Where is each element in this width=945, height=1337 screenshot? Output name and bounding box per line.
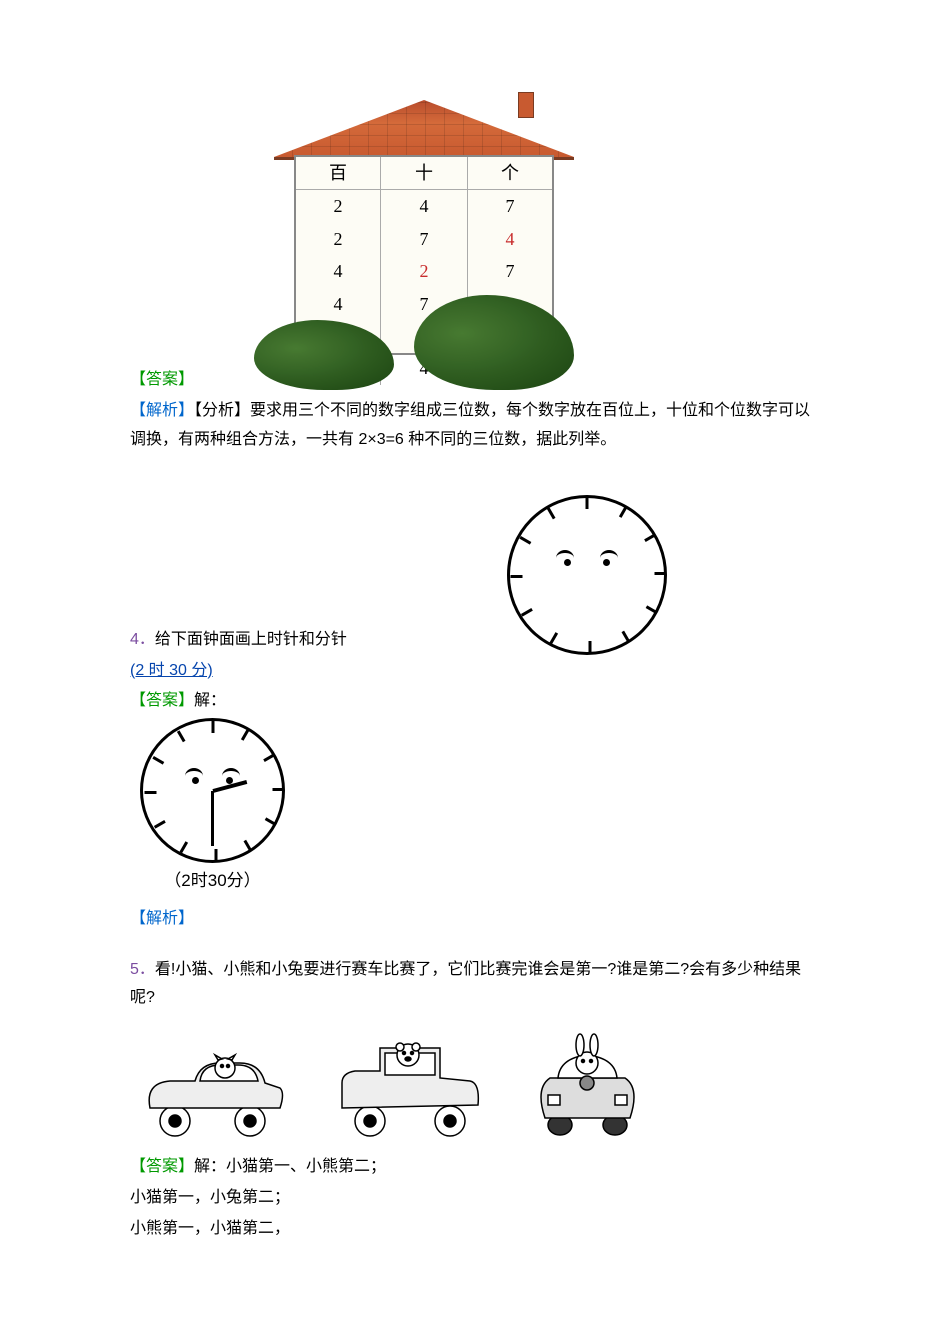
clock-blank: [507, 495, 667, 655]
time-link[interactable]: (2 时 30 分): [130, 662, 213, 679]
analysis-line: 【解析】【分析】要求用三个不同的数字组成三位数，每个数字放在百位上，十位和个位数…: [130, 397, 815, 455]
answer-label: 【答案】: [130, 692, 194, 709]
cat-car-icon: [140, 1043, 290, 1138]
clock-tick: [179, 841, 188, 853]
cars-illustration-row: [140, 1033, 815, 1138]
clock-tick: [619, 506, 628, 518]
table-cell: 7: [467, 190, 552, 223]
clock-tick: [211, 721, 214, 733]
q5-prompt-line: 5．看!小猫、小熊和小兔要进行赛车比赛了，它们比赛完谁会是第一?谁是第二?会有多…: [130, 956, 815, 1014]
clock-pupil-right: [603, 559, 610, 566]
clock-tick: [176, 730, 185, 742]
clock-tick: [654, 572, 666, 575]
analysis-label: 【解析】: [130, 910, 194, 927]
table-cell: 2: [296, 190, 381, 223]
table-row: 274: [296, 223, 552, 255]
table-row: 427: [296, 255, 552, 287]
clock-tick: [243, 839, 252, 851]
clock-tick: [264, 817, 276, 826]
table-cell: 4: [381, 190, 468, 223]
table-cell: 4: [296, 255, 381, 287]
clock-tick: [510, 575, 522, 578]
answer-label: 【答案】: [130, 371, 194, 388]
clock-tick: [263, 753, 275, 762]
table-row: 247: [296, 190, 552, 223]
bush-left: [254, 320, 394, 390]
clock-caption: （2时30分）: [130, 866, 295, 897]
clock-tick: [152, 756, 164, 765]
clock-eye-left: [185, 768, 203, 776]
answer-prefix: 解：: [194, 1158, 226, 1175]
clock-pupil-left: [564, 559, 571, 566]
rabbit-car-icon: [530, 1033, 645, 1138]
clock-tick: [585, 497, 588, 509]
answer-line-1: 小猫第一，小兔第二；: [130, 1184, 815, 1213]
answer-line-2: 小熊第一，小猫第二，: [130, 1215, 815, 1244]
answer-text: 解：: [194, 692, 226, 709]
clock-answer: [140, 718, 285, 863]
bush-right: [414, 295, 574, 390]
q5-prompt: 看!小猫、小熊和小兔要进行赛车比赛了，它们比赛完谁会是第一?谁是第二?会有多少种…: [130, 961, 801, 1007]
clock-tick: [214, 849, 217, 861]
clock-tick: [144, 791, 156, 794]
table-cell: 4: [467, 223, 552, 255]
clock-eye-left: [556, 550, 574, 558]
clock-tick: [240, 729, 249, 741]
clock-tick: [153, 820, 165, 829]
table-cell: 2: [296, 223, 381, 255]
clock-tick: [549, 632, 558, 644]
clock-tick: [588, 641, 591, 653]
clock-eye-right: [600, 550, 618, 558]
clock-tick: [272, 788, 284, 791]
bear-car-icon: [330, 1033, 490, 1138]
table-cell: 4: [296, 288, 381, 320]
clock-tick: [547, 507, 556, 519]
table-header: 个: [467, 157, 552, 190]
table-header: 百: [296, 157, 381, 190]
answer-line-0: 小猫第一、小熊第二；: [226, 1158, 386, 1175]
table-header: 十: [381, 157, 468, 190]
analysis-label: 【解析】: [130, 402, 194, 419]
clock-tick: [519, 536, 531, 545]
question-number: 4．: [130, 631, 155, 648]
answer-label: 【答案】: [130, 1158, 194, 1175]
clock-tick: [646, 605, 658, 614]
clock-tick: [621, 630, 630, 642]
house-table-illustration: 百十个 247274427472724742: [284, 100, 564, 390]
q4-prompt: 给下面钟面画上时针和分针: [155, 631, 347, 648]
table-cell: 7: [381, 223, 468, 255]
clock-tick: [521, 608, 533, 617]
analysis-text: 【分析】要求用三个不同的数字组成三位数，每个数字放在百位上，十位和个位数字可以调…: [130, 402, 810, 448]
table-cell: 7: [467, 255, 552, 287]
clock-pupil-left: [192, 777, 199, 784]
question-number: 5．: [130, 961, 155, 978]
chimney-shape: [518, 92, 534, 118]
minute-hand: [211, 791, 214, 846]
clock-eye-right: [222, 768, 240, 776]
table-cell: 2: [381, 255, 468, 287]
clock-tick: [644, 533, 656, 542]
